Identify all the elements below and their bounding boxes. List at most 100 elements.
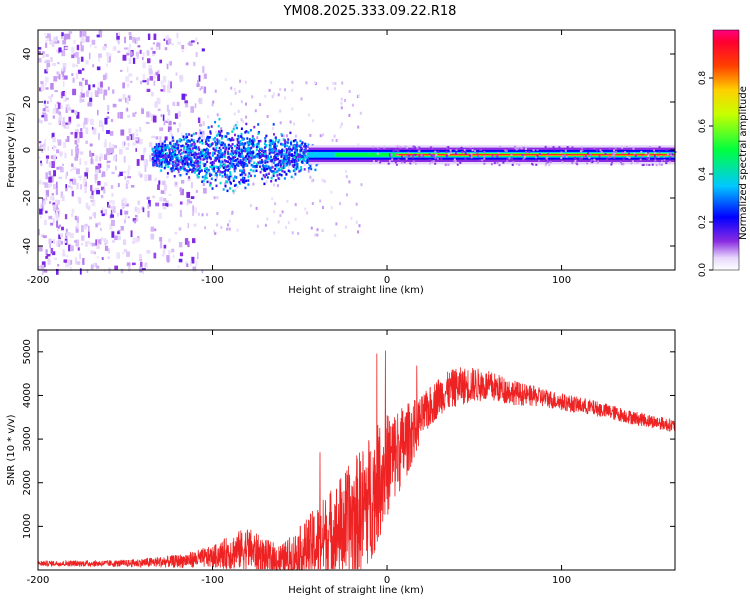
spectrogram-cell <box>271 149 274 152</box>
spectrogram-cell <box>547 152 550 155</box>
spectrogram-cell <box>126 251 130 257</box>
spectrogram-cell <box>45 54 49 57</box>
spectrogram-cell <box>165 200 169 203</box>
spectrogram-cell <box>600 151 603 154</box>
y-tick-label: 5000 <box>22 339 33 364</box>
spectrogram-cell <box>99 153 103 160</box>
spectrogram-cell <box>210 125 213 128</box>
spectrogram-cell <box>206 213 209 217</box>
spectrogram-cell <box>285 226 288 229</box>
spectrogram-cell <box>295 146 298 150</box>
spectrogram-cell <box>255 169 258 172</box>
spectrogram-cell <box>292 154 294 158</box>
spectrogram-cell <box>496 161 499 164</box>
spectrogram-cell <box>42 200 46 203</box>
spectrogram-cell <box>71 208 75 214</box>
spectrogram-cell <box>257 123 260 126</box>
spectrogram-cell <box>197 146 200 149</box>
spectrogram-cell <box>496 155 499 158</box>
spectrogram-cell <box>39 208 43 215</box>
spectrogram-cell <box>215 172 218 175</box>
spectrogram-cell <box>201 213 204 217</box>
spectrogram-cell <box>72 177 76 181</box>
spectrogram-cell <box>158 146 161 150</box>
spectrogram-cell <box>160 150 162 153</box>
spectrogram-cell <box>197 175 200 179</box>
spectrogram-cell <box>251 135 254 138</box>
spectrogram-cell <box>306 211 308 215</box>
spectrogram-cell <box>429 159 432 161</box>
spectrogram-cell <box>43 200 46 206</box>
spectrogram-cell <box>200 86 203 90</box>
spectrogram-cell <box>112 46 115 51</box>
spectrogram-cell <box>206 148 209 152</box>
spectrogram-cell <box>142 52 145 57</box>
spectrogram-cell <box>71 73 74 76</box>
spectrogram-cell <box>259 152 262 155</box>
spectrogram-cell <box>74 240 77 243</box>
spectrogram-cell <box>104 209 107 216</box>
spectrogram-cell <box>202 66 205 73</box>
spectrogram-cell <box>428 153 431 156</box>
spectrogram-cell <box>571 146 574 149</box>
spectrogram-cell <box>175 72 178 76</box>
spectrogram-cell <box>289 120 292 124</box>
spectrogram-cell <box>228 219 231 223</box>
spectrogram-cell <box>213 152 216 155</box>
spectrogram-cell <box>76 182 79 190</box>
spectrogram-cell <box>160 80 165 84</box>
spectrogram-cell <box>536 155 539 158</box>
spectrogram-cell <box>76 44 80 51</box>
spectrogram-cell <box>292 158 295 162</box>
spectrogram-cell <box>172 150 175 153</box>
spectrogram-cell <box>294 139 297 142</box>
spectrogram-cell <box>167 146 170 150</box>
spectrogram-cell <box>183 157 186 161</box>
spectrogram-cell <box>228 167 231 170</box>
spectrogram-cell <box>522 146 525 149</box>
spectrogram-cell <box>270 142 273 145</box>
spectrogram-cell <box>106 130 110 134</box>
spectrogram-cell <box>158 142 160 146</box>
spectrogram-cell <box>224 169 227 173</box>
spectrogram-cell <box>193 145 196 148</box>
spectrogram-cell <box>193 151 196 155</box>
spectrogram-cell <box>146 196 150 200</box>
spectrogram-cell <box>128 128 132 134</box>
spectrogram-cell <box>300 97 303 101</box>
spectrogram-cell <box>114 145 117 149</box>
spectrogram-cell <box>174 150 177 153</box>
spectrogram-cell <box>57 264 60 267</box>
spectrogram-cell <box>76 137 80 144</box>
spectrogram-cell <box>223 150 226 154</box>
spectrogram-cell <box>606 158 608 161</box>
spectrogram-cell <box>150 92 154 97</box>
spectrogram-cell <box>266 160 269 164</box>
spectrogram-cell <box>316 233 319 237</box>
spectrogram-cell <box>198 148 201 151</box>
spectrogram-cell <box>314 81 316 85</box>
spectrogram-cell <box>251 95 254 99</box>
spectrogram-cell <box>200 169 203 172</box>
spectrogram-cell <box>345 175 348 179</box>
spectrogram-cell <box>273 155 276 159</box>
spectrogram-cell <box>255 148 258 152</box>
spectrogram-cell <box>490 163 493 166</box>
spectrogram-cell <box>202 158 205 161</box>
spectrogram-cell <box>87 102 91 107</box>
spectrogram-cell <box>152 42 155 45</box>
spectrogram-cell <box>207 153 210 156</box>
spectrogram-cell <box>302 149 305 152</box>
spectrogram-cell <box>137 207 141 214</box>
spectrogram-cell <box>234 123 237 127</box>
spectrogram-cell <box>199 161 201 164</box>
spectrogram-cell <box>212 161 215 165</box>
spectrogram-cell <box>189 168 191 171</box>
spectrogram-cell <box>214 120 217 124</box>
spectrogram-cell <box>89 216 92 220</box>
spectrogram-cell <box>281 210 284 214</box>
spectrogram-cell <box>75 64 79 67</box>
spectrogram-cell <box>301 160 304 164</box>
spectrogram-cell <box>220 143 223 147</box>
spectrogram-cell <box>202 148 205 152</box>
